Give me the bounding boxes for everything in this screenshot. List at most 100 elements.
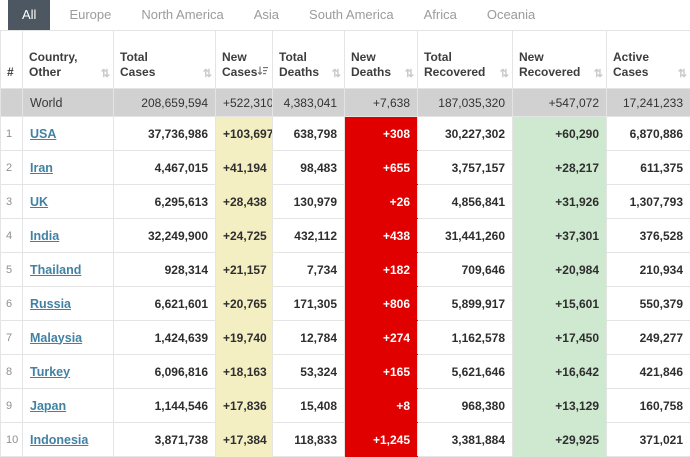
cell-total-cases: 3,871,738 xyxy=(114,423,216,457)
cell-total-cases: 208,659,594 xyxy=(114,89,216,117)
country-link[interactable]: Iran xyxy=(30,161,53,175)
cell-country: Indonesia xyxy=(23,423,114,457)
column-header-new-deaths[interactable]: New Deaths⇅ xyxy=(345,31,418,89)
tab-asia[interactable]: Asia xyxy=(239,0,294,30)
sort-toggle-icon: ⇅ xyxy=(101,69,110,80)
country-link[interactable]: Thailand xyxy=(30,263,81,277)
cell-rank: 3 xyxy=(1,185,23,219)
cell-new-recovered: +16,642 xyxy=(513,355,607,389)
cell-total-deaths: 98,483 xyxy=(273,151,345,185)
cell-active-cases: 376,528 xyxy=(607,219,690,253)
cell-total-deaths: 432,112 xyxy=(273,219,345,253)
cell-total-deaths: 130,979 xyxy=(273,185,345,219)
cell-rank xyxy=(1,89,23,117)
column-label: Total Deaths xyxy=(279,50,339,81)
column-header-country[interactable]: Country, Other⇅ xyxy=(23,31,114,89)
cell-active-cases: 421,846 xyxy=(607,355,690,389)
tab-north-america[interactable]: North America xyxy=(126,0,238,30)
cell-rank: 7 xyxy=(1,321,23,355)
cell-total-recovered: 3,381,884 xyxy=(418,423,513,457)
cell-country: Russia xyxy=(23,287,114,321)
tab-africa[interactable]: Africa xyxy=(409,0,472,30)
cell-new-cases: +18,163 xyxy=(216,355,273,389)
cell-total-cases: 1,424,639 xyxy=(114,321,216,355)
column-label: New Deaths xyxy=(351,50,412,81)
cell-country: Thailand xyxy=(23,253,114,287)
sort-toggle-icon: ⇅ xyxy=(500,69,509,80)
cell-new-recovered: +60,290 xyxy=(513,117,607,151)
cell-new-cases: +28,438 xyxy=(216,185,273,219)
sort-toggle-icon: ⇅ xyxy=(203,69,212,80)
column-header-new-recovered[interactable]: New Recovered⇅ xyxy=(513,31,607,89)
country-link[interactable]: Malaysia xyxy=(30,331,82,345)
cell-total-deaths: 4,383,041 xyxy=(273,89,345,117)
country-link[interactable]: Turkey xyxy=(30,365,70,379)
column-header-active-cases[interactable]: Active Cases⇅ xyxy=(607,31,690,89)
country-link[interactable]: Japan xyxy=(30,399,66,413)
tab-south-america[interactable]: South America xyxy=(294,0,409,30)
cell-rank: 2 xyxy=(1,151,23,185)
cell-new-cases: +103,697 xyxy=(216,117,273,151)
cell-new-deaths: +806 xyxy=(345,287,418,321)
cell-total-cases: 928,314 xyxy=(114,253,216,287)
cell-active-cases: 1,307,793 xyxy=(607,185,690,219)
cell-total-recovered: 709,646 xyxy=(418,253,513,287)
cell-total-deaths: 7,734 xyxy=(273,253,345,287)
column-header-total-cases[interactable]: Total Cases⇅ xyxy=(114,31,216,89)
column-header-total-recovered[interactable]: Total Recovered⇅ xyxy=(418,31,513,89)
tab-europe[interactable]: Europe xyxy=(54,0,126,30)
cell-new-cases: +24,725 xyxy=(216,219,273,253)
cell-total-recovered: 31,441,260 xyxy=(418,219,513,253)
cell-new-cases: +522,310 xyxy=(216,89,273,117)
country-link[interactable]: USA xyxy=(30,127,56,141)
cell-new-recovered: +37,301 xyxy=(513,219,607,253)
tab-oceania[interactable]: Oceania xyxy=(472,0,550,30)
tab-all[interactable]: All xyxy=(8,0,50,30)
cell-new-recovered: +17,450 xyxy=(513,321,607,355)
column-label: # xyxy=(7,65,17,81)
cell-new-recovered: +547,072 xyxy=(513,89,607,117)
cell-rank: 6 xyxy=(1,287,23,321)
cell-new-recovered: +15,601 xyxy=(513,287,607,321)
cell-new-cases: +20,765 xyxy=(216,287,273,321)
cell-new-deaths: +438 xyxy=(345,219,418,253)
cell-active-cases: 6,870,886 xyxy=(607,117,690,151)
column-header-new-cases[interactable]: New Cases xyxy=(216,31,273,89)
cell-active-cases: 210,934 xyxy=(607,253,690,287)
cell-total-recovered: 4,856,841 xyxy=(418,185,513,219)
cell-new-deaths: +8 xyxy=(345,389,418,423)
cell-active-cases: 160,758 xyxy=(607,389,690,423)
cell-new-recovered: +31,926 xyxy=(513,185,607,219)
cell-new-cases: +17,384 xyxy=(216,423,273,457)
cell-country: India xyxy=(23,219,114,253)
cell-new-cases: +19,740 xyxy=(216,321,273,355)
cell-new-deaths: +7,638 xyxy=(345,89,418,117)
country-link[interactable]: UK xyxy=(30,195,48,209)
cell-total-recovered: 30,227,302 xyxy=(418,117,513,151)
cell-total-cases: 6,621,601 xyxy=(114,287,216,321)
column-header-total-deaths[interactable]: Total Deaths⇅ xyxy=(273,31,345,89)
country-link[interactable]: India xyxy=(30,229,59,243)
cell-total-recovered: 5,899,917 xyxy=(418,287,513,321)
cell-new-recovered: +13,129 xyxy=(513,389,607,423)
cell-active-cases: 550,379 xyxy=(607,287,690,321)
cell-total-cases: 37,736,986 xyxy=(114,117,216,151)
country-link[interactable]: Russia xyxy=(30,297,71,311)
cell-total-recovered: 5,621,646 xyxy=(418,355,513,389)
country-link[interactable]: Indonesia xyxy=(30,433,88,447)
cell-world-name: World xyxy=(23,89,114,117)
cell-total-recovered: 968,380 xyxy=(418,389,513,423)
sort-descending-icon xyxy=(257,65,269,80)
cell-total-cases: 32,249,900 xyxy=(114,219,216,253)
column-label: New Recovered xyxy=(519,50,601,81)
column-label: Total Cases xyxy=(120,50,210,81)
cell-new-deaths: +26 xyxy=(345,185,418,219)
